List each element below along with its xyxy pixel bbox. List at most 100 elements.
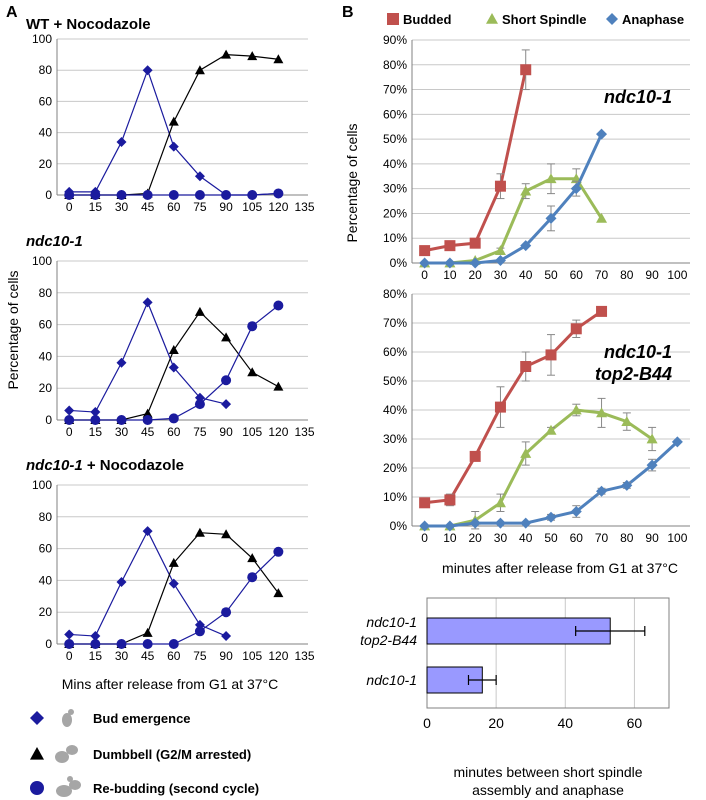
x-tick-label: 0 [66,425,73,439]
chart-title: ndc10-1 [604,87,672,107]
data-point-circle [273,300,284,311]
data-point-circle [168,639,179,649]
y-tick-label: 80% [383,58,407,72]
x-tick-label: 0 [421,268,428,282]
data-point-triangle [247,367,258,377]
data-point-square [570,323,582,335]
data-point-circle [64,415,75,425]
y-tick-label: 10% [383,231,407,245]
data-point-diamond [596,485,608,497]
data-point-triangle [494,497,506,508]
x-tick-label: 30 [494,268,508,282]
data-point-circle [90,639,101,649]
data-point-circle [194,626,205,637]
x-tick-label: 40 [519,531,533,545]
right-y-axis-label: Percentage of cells [344,123,360,242]
x-tick-label: 20 [469,531,483,545]
cell-bud-icon [62,713,72,727]
y-tick-label: 30% [383,182,407,196]
chart-title: ndc10-1 [26,233,83,250]
data-point-triangle [142,627,153,637]
y-tick-label: 40% [383,157,407,171]
data-point-triangle [194,306,205,316]
x-tick-label: 40 [519,268,533,282]
cell-rebud-icon [69,780,81,790]
cell-dumbbell-icon [55,751,69,763]
data-point-diamond [168,578,179,589]
data-point-triangle [221,49,232,59]
x-tick-label: 120 [268,200,288,214]
data-point-triangle [168,557,179,567]
data-point-diamond [545,511,557,523]
x-tick-label: 0 [423,715,431,731]
data-point-square [469,450,481,462]
x-tick-label: 90 [219,425,233,439]
x-tick-label: 10 [443,268,457,282]
data-point-triangle [570,404,582,415]
data-point-square [545,349,557,361]
x-tick-label: 45 [141,200,155,214]
data-point-triangle [168,345,179,355]
legend-a: Bud emergence Dumbbell (G2/M arrested) Re-… [30,709,259,797]
data-point-diamond [545,212,557,224]
y-tick-label: 60% [383,345,407,359]
data-point-diamond [444,520,456,532]
data-point-diamond [520,240,532,252]
chart-title-part: ndc10-1 [26,457,83,474]
data-point-diamond [116,136,127,147]
x-tick-label: 90 [219,200,233,214]
y-tick-label: 20% [383,461,407,475]
data-point-diamond [520,517,532,529]
x-tick-label: 15 [89,425,103,439]
x-tick-label: 30 [115,200,129,214]
x-tick-label: 70 [595,531,609,545]
y-tick-label: 0 [45,637,52,651]
x-tick-label: 15 [89,649,103,663]
data-point-diamond [419,257,431,269]
x-tick-label: 80 [620,531,634,545]
legend-marker-circle [30,781,44,795]
data-point-circle [142,639,153,649]
y-tick-label: 70% [383,83,407,97]
right-x-axis-label: minutes after release from G1 at 37°C [442,560,678,576]
data-point-circle [273,188,284,199]
data-point-triangle [247,553,258,563]
data-point-triangle [646,433,658,444]
left-y-axis-label: Percentage of cells [5,270,21,389]
data-point-triangle [596,407,608,418]
data-point-square [494,180,506,192]
y-tick-label: 50% [383,132,407,146]
data-point-triangle [273,381,284,391]
data-point-triangle [621,416,633,426]
y-tick-label: 80 [39,286,53,300]
data-point-triangle [545,173,557,184]
x-tick-label: 45 [141,649,155,663]
data-point-diamond [494,517,506,529]
y-tick-label: 40% [383,403,407,417]
chart-title-part: + Nocodazole [83,457,184,474]
data-point-triangle [520,185,532,196]
data-point-diamond [116,357,127,368]
data-point-square [444,494,456,506]
x-tick-label: 90 [645,531,659,545]
data-point-circle [116,190,127,200]
category-label: top2-B44 [360,632,417,648]
data-point-circle [168,413,179,424]
x-tick-label: 60 [167,649,181,663]
data-point-triangle [545,424,557,435]
data-point-triangle [194,527,205,537]
x-tick-label: 60 [627,715,643,731]
data-point-circle [273,546,284,557]
data-point-diamond [596,128,608,140]
chart-title: top2-B44 [595,364,672,384]
data-point-diamond [142,297,153,308]
data-point-square [520,64,532,76]
data-point-triangle [273,588,284,598]
panel-label-a: A [6,4,18,21]
data-point-diamond [168,141,179,152]
cell-bud-icon [68,709,74,715]
x-tick-label: 60 [570,268,584,282]
data-point-triangle [194,65,205,75]
data-point-diamond [142,65,153,76]
y-tick-label: 10% [383,490,407,504]
